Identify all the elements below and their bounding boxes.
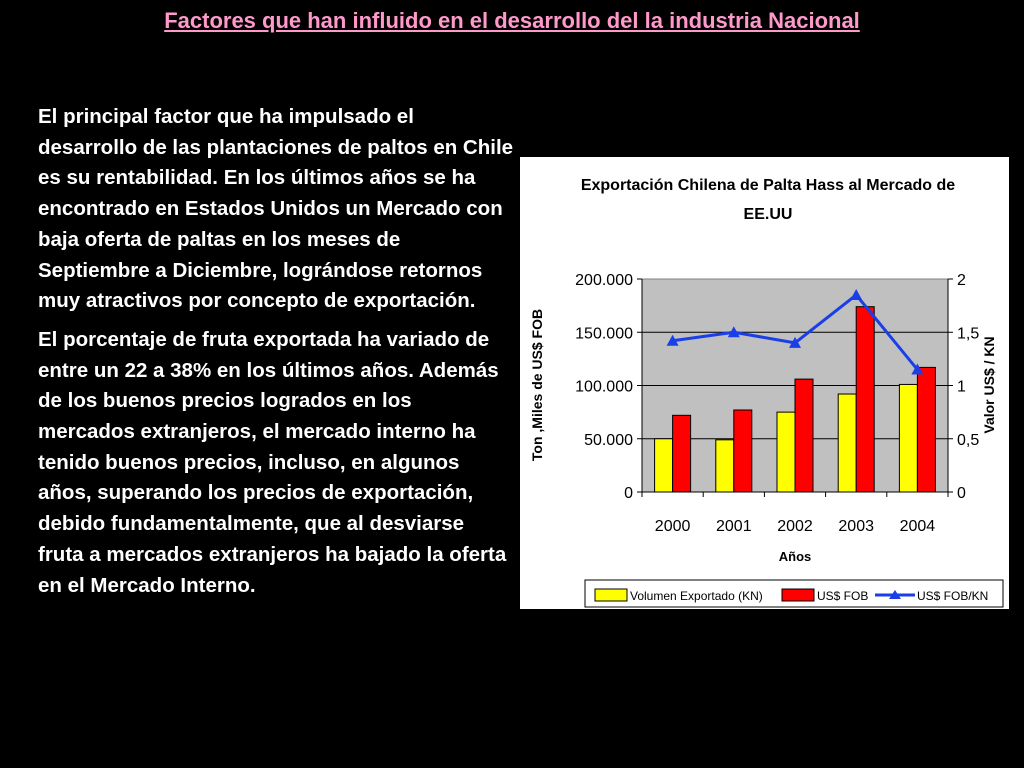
bar-fob — [916, 366, 936, 493]
y-right-tick-label: 1 — [957, 379, 966, 396]
fob-kn-point — [789, 336, 801, 348]
slide-title: Factores que han influido en el desarrol… — [164, 8, 860, 33]
body-text: El principal factor que ha impulsado el … — [38, 102, 514, 609]
paragraph-porcentaje: El porcentaje de fruta exportada ha vari… — [38, 327, 507, 597]
bar-volumen — [898, 383, 918, 493]
x-tick-label: 2000 — [655, 518, 691, 535]
bars — [654, 306, 936, 493]
y-left-tick-label: 200.000 — [575, 272, 633, 289]
chart-title-line-1: Exportación Chilena de Palta Hass al Mer… — [581, 177, 955, 194]
y-left-tick-label: 0 — [624, 485, 633, 502]
y-right-tick-label: 0,5 — [957, 432, 979, 449]
fob-kn-point — [666, 334, 679, 346]
bar-volumen — [837, 393, 857, 493]
paragraph-rentabilidad: El principal factor que ha impulsado el … — [38, 105, 514, 313]
x-tick-label: 2001 — [716, 518, 752, 535]
x-axis-label: Años — [779, 549, 812, 564]
legend-label-fob-kn: US$ FOB/KN — [917, 589, 988, 603]
y-right-tick-label: 0 — [957, 485, 966, 502]
y-left-tick-label: 150.000 — [575, 325, 633, 342]
x-tick-label: 2003 — [838, 518, 874, 535]
legend-marker-fob-kn — [889, 590, 901, 599]
fob-kn-point — [850, 288, 863, 300]
chart-title-line-2: EE.UU — [744, 206, 793, 223]
bar-fob — [794, 378, 814, 493]
bar-volumen — [776, 411, 796, 493]
fob-kn-line — [666, 288, 924, 375]
legend-label-volumen: Volumen Exportado (KN) — [630, 589, 763, 603]
bar-fob — [672, 414, 692, 493]
y-left-tick-label: 100.000 — [575, 379, 633, 396]
y-right-tick-label: 2 — [957, 272, 966, 289]
legend: Volumen Exportado (KN) US$ FOB US$ FOB/K… — [584, 579, 1004, 608]
bar-volumen — [654, 438, 674, 493]
fob-kn-point — [727, 326, 740, 338]
legend-label-fob: US$ FOB — [817, 589, 868, 603]
x-tick-label: 2004 — [900, 518, 936, 535]
axes: 0 50.000 100.000 150.000 200.000 0 0,5 1 1,5 2 200… — [575, 272, 979, 535]
bar-volumen — [715, 439, 735, 493]
export-chart: Exportación Chilena de Palta Hass al Mer… — [520, 157, 1009, 609]
fob-kn-point — [911, 363, 924, 375]
x-tick-label: 2002 — [777, 518, 813, 535]
y-axis-left-label: Ton ,Miles de US$ FOB — [529, 309, 545, 461]
y-right-tick-label: 1,5 — [957, 325, 979, 342]
chart-svg: Exportación Chilena de Palta Hass al Mer… — [529, 177, 1004, 608]
y-axis-right-label: Valor US$ / KN — [981, 336, 997, 433]
legend-swatch-fob — [781, 588, 815, 602]
y-left-tick-label: 50.000 — [584, 432, 633, 449]
legend-swatch-volumen — [594, 588, 628, 602]
bar-fob — [855, 306, 875, 493]
bar-fob — [733, 409, 753, 493]
